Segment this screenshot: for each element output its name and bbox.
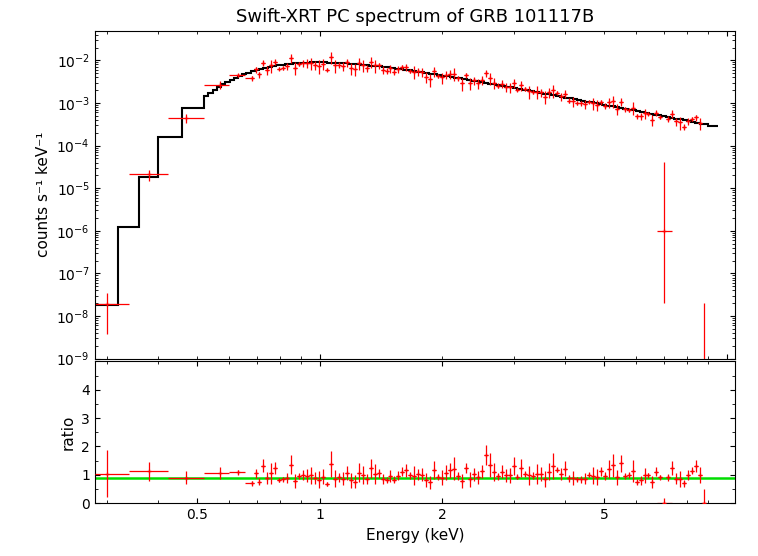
Title: Swift-XRT PC spectrum of GRB 101117B: Swift-XRT PC spectrum of GRB 101117B <box>236 8 594 26</box>
Y-axis label: counts s⁻¹ keV⁻¹: counts s⁻¹ keV⁻¹ <box>36 132 51 257</box>
X-axis label: Energy (keV): Energy (keV) <box>366 528 464 543</box>
Y-axis label: ratio: ratio <box>61 415 76 450</box>
